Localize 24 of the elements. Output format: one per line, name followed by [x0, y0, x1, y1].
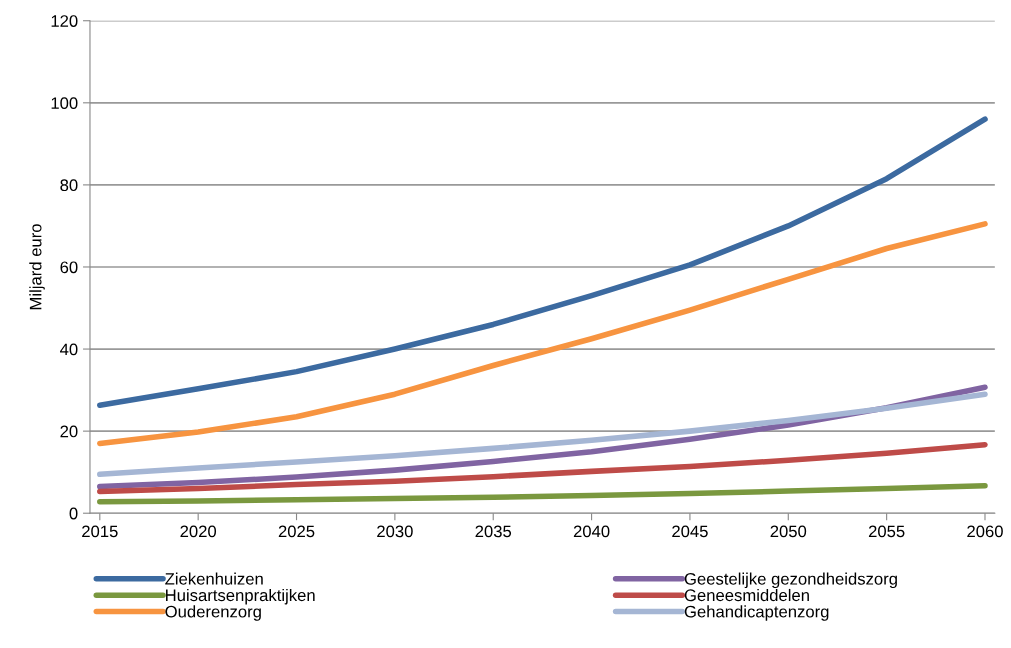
legend-label: Ziekenhuizen — [165, 572, 263, 585]
x-tick-label: 2055 — [868, 525, 905, 538]
x-tick-label: 2030 — [377, 525, 413, 538]
y-tick-label: 20 — [60, 425, 78, 438]
legend-label: Geestelijke gezondheidszorg — [684, 572, 897, 589]
x-tick-label: 2060 — [967, 525, 1003, 538]
legend-label: Gehandicaptenzorg — [684, 605, 829, 621]
x-tick-label: 2025 — [278, 525, 315, 538]
x-tick-label: 2040 — [573, 525, 610, 538]
y-axis-title: Miljard euro — [29, 224, 45, 310]
x-tick-label: 2020 — [180, 525, 217, 538]
x-tick-label: 2045 — [672, 525, 708, 538]
legend-label: Huisartsenpraktijken — [166, 588, 315, 605]
x-tick-label: 2035 — [475, 525, 512, 538]
y-tick-label: 40 — [60, 343, 78, 356]
x-tick-label: 2050 — [770, 525, 807, 538]
y-tick-label: 100 — [51, 97, 78, 110]
y-tick-label: 120 — [51, 15, 78, 27]
y-tick-label: 60 — [60, 261, 78, 274]
legend-label: Ouderenzorg — [165, 605, 261, 621]
legend-label: Geneesmiddelen — [684, 588, 809, 602]
x-tick-label: 2015 — [82, 525, 118, 538]
y-tick-label: 80 — [60, 179, 78, 192]
y-tick-label: 0 — [69, 507, 78, 520]
